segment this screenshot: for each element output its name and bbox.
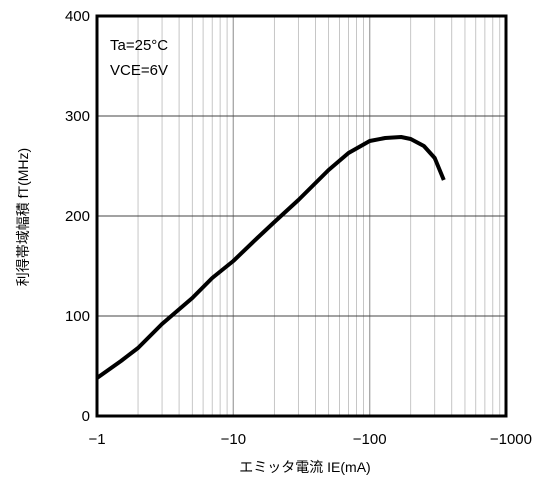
grid	[97, 16, 506, 416]
x-tick-label: −10	[221, 431, 246, 448]
plot-border	[95, 14, 508, 418]
y-tick-label: 100	[65, 308, 90, 325]
y-tick-label: 200	[65, 208, 90, 225]
annotation-voltage: VCE=6V	[110, 62, 168, 79]
x-tick-label: −100	[353, 431, 387, 448]
y-tick-labels: 0 100 200 300 400	[65, 8, 90, 425]
y-axis-label: 利得帯域幅積 fT(MHz)	[15, 148, 31, 286]
x-tick-label: −1000	[490, 431, 532, 448]
y-tick-label: 300	[65, 108, 90, 125]
y-tick-label: 0	[82, 408, 90, 425]
annotation-temperature: Ta=25°C	[110, 37, 168, 54]
x-tick-labels: −1 −10 −100 −1000	[88, 431, 532, 448]
series-layer	[95, 135, 446, 380]
series-line-0	[95, 135, 446, 380]
x-tick-label: −1	[88, 431, 105, 448]
y-tick-label: 400	[65, 8, 90, 25]
plot-frame	[95, 14, 508, 418]
x-axis-label: エミッタ電流 IE(mA)	[239, 459, 370, 475]
